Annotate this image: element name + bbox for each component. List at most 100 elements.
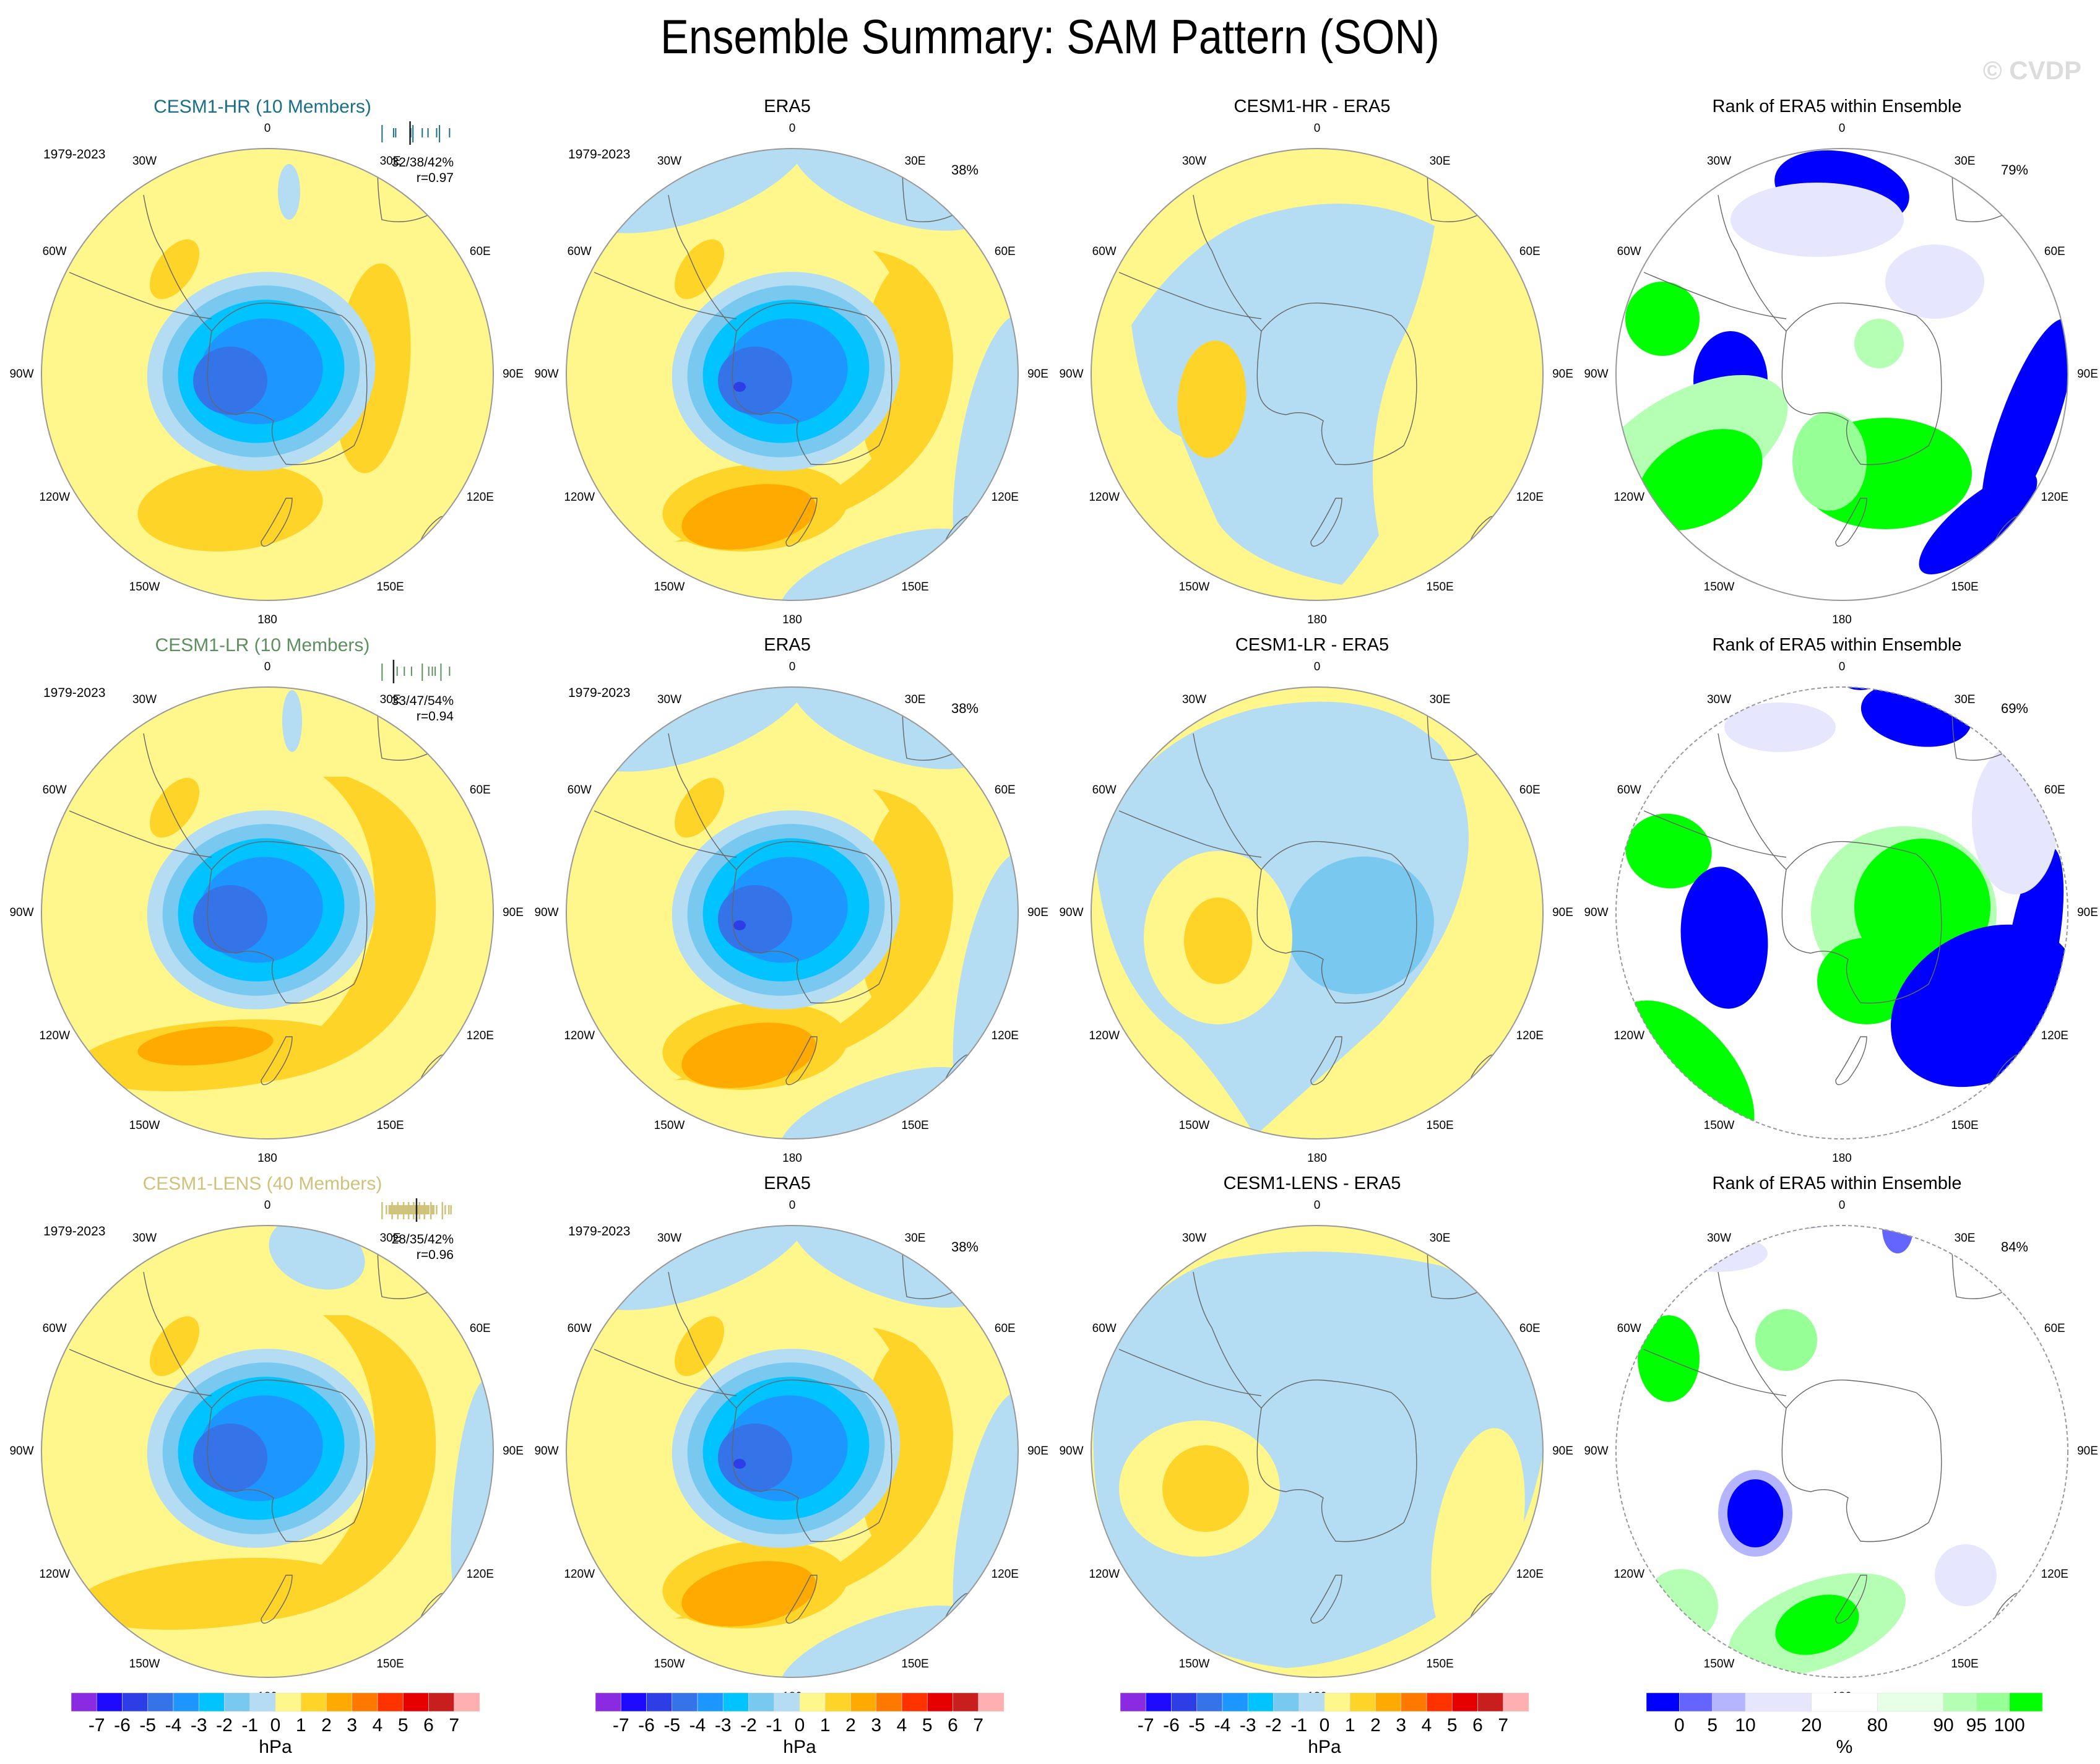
longitude-label: 90W [1059,368,1084,381]
colorbar-swatch [454,1692,480,1712]
longitude-label: 0 [789,122,796,135]
south-america-coastline-west [1643,272,1787,319]
difference-title: CESM1-HR - ERA5 [1234,97,1391,116]
longitude-label: 30W [132,1232,157,1245]
colorbar-swatch [697,1692,724,1712]
colorbar-swatch [1877,1692,1944,1712]
longitude-label: 30E [379,155,401,168]
antarctica-coastline [1256,302,1417,465]
rank-region [1731,183,1904,257]
colorbar-tick-label: -7 [613,1715,629,1736]
longitude-label: 0 [1838,660,1846,673]
figure-title: Ensemble Summary: SAM Pattern (SON) [660,9,1440,64]
colorbar-tick-label: 5 [922,1715,933,1736]
colorbar-tick-label: -2 [1265,1715,1282,1736]
longitude-label: 90W [9,1445,34,1458]
longitude-label: 30E [1954,693,1976,707]
rank-region [1792,412,1867,511]
longitude-label: 90W [534,906,559,919]
colorbar-swatch [1679,1692,1713,1712]
longitude-label: 30W [132,693,157,707]
colorbar-tick-label: -5 [139,1715,156,1736]
colorbar-tick-label: -6 [1163,1715,1180,1736]
longitude-label: 150W [1703,1118,1735,1132]
panel-model-row1: 0 30E 60E 90E 120E 150E 180 150W 120W 90W 60W 30W CE… [0,93,525,631]
rank-area-percent: 79% [2000,162,2028,178]
longitude-label: 60W [42,783,67,797]
longitude-label: 90E [2077,368,2098,381]
rank-region [1981,319,2068,529]
new-zealand-coastline [261,1036,293,1086]
colorbar-tick-label: 2 [321,1715,332,1736]
rank-region [1972,746,2059,894]
colorbar-tick-label: -4 [1214,1715,1231,1736]
colorbar-swatch [377,1692,404,1712]
contour-region-positive [94,1315,436,1623]
south-america-coastline-west [1118,272,1262,319]
colorbar-swatch [1712,1692,1746,1712]
contour-region-positive [137,464,323,551]
longitude-label: 90E [503,906,524,919]
longitude-label: 180 [1832,1152,1852,1165]
colorbar-tick-label: -3 [1240,1715,1256,1736]
variance-explained: 33/47/54% [391,694,454,708]
colorbar-hpa-2: -7 -6 -5 -4 -3 -2 -1 0 1 2 3 4 5 6 7 hPa [595,1692,1010,1764]
rank-region [1882,1226,1913,1253]
longitude-label: 0 [1313,122,1321,135]
south-america-coastline-west [1643,810,1787,858]
south-america-coastline-west [69,272,212,319]
colorbar-tick-label: -2 [216,1715,233,1736]
longitude-label: 120E [2041,490,2068,504]
longitude-label: 60W [567,1321,592,1335]
south-america-coastline [1193,194,1262,332]
polar-map [1091,686,1544,1139]
longitude-label: 90E [2077,906,2098,919]
colorbar-swatch [978,1692,1005,1712]
longitude-label: 90E [1552,1445,1573,1458]
variance-stats: 28/35/42% r=0.96 [392,1232,454,1263]
colorbar-tick-label: 7 [973,1715,983,1736]
period-label: 1979-2023 [43,1224,106,1239]
colorbar-tick-label: -1 [241,1715,258,1736]
rank-region [1727,1479,1783,1547]
polar-map [566,1225,1019,1678]
colorbar-swatch [748,1692,775,1712]
contour-region-positive [675,239,724,300]
longitude-label: 90W [1059,1445,1084,1458]
map-border [1615,1225,2068,1678]
longitude-label: 0 [789,660,796,673]
colorbar-swatch [595,1692,621,1712]
map-border [566,148,1019,601]
model-title: CESM1-LR (10 Members) [155,635,370,655]
new-zealand-coastline [785,1036,818,1086]
colorbar-swatch [1247,1692,1274,1712]
longitude-label: 120W [39,490,71,504]
colorbar-swatch [1145,1692,1172,1712]
longitude-label: 60W [1617,1321,1641,1335]
longitude-label: 60W [42,1321,67,1335]
colorbar-swatch [1196,1692,1223,1712]
new-zealand-coastline [785,1575,818,1624]
longitude-label: 90E [1027,1445,1048,1458]
colorbar-tick-label: 4 [1422,1715,1432,1736]
longitude-label: 90W [1584,906,1609,919]
longitude-label: 180 [1307,613,1327,626]
map-border [566,686,1019,1139]
variance-explained: 32/38/42% [391,155,454,170]
south-america-coastline [668,733,737,870]
longitude-label: 0 [789,1199,796,1212]
colorbar-tick-label: 2 [1370,1715,1381,1736]
longitude-label: 90W [534,1445,559,1458]
longitude-label: 30W [1706,1232,1732,1245]
colorbar-tick-label: -7 [89,1715,105,1736]
colorbar-swatch [1324,1692,1350,1712]
south-america-coastline-west [69,810,212,858]
longitude-label: 0 [264,660,271,673]
rank-title: Rank of ERA5 within Ensemble [1712,1174,1962,1193]
south-america-coastline-west [594,272,737,319]
colorbar-tick-label: -6 [114,1715,131,1736]
colorbar-swatch [646,1692,673,1712]
longitude-label: 30E [1429,155,1451,168]
colorbar-swatch [1451,1692,1478,1712]
contour-region-positive-strong [137,1026,274,1066]
